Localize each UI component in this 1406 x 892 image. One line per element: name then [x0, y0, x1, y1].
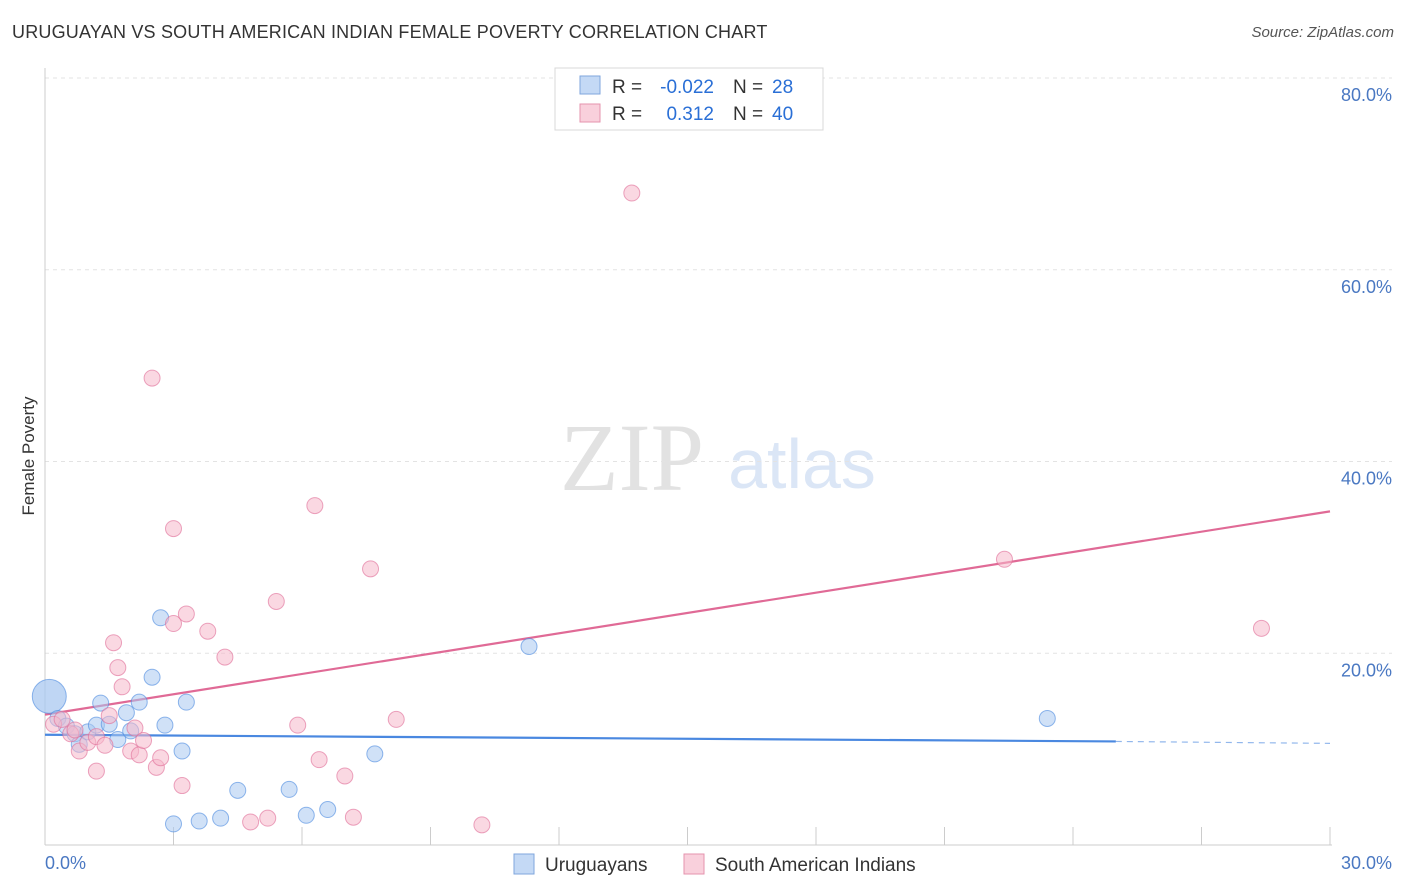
- point-uruguayans: [190, 812, 208, 830]
- point-south-american-indians: [66, 721, 84, 739]
- point-uruguayans: [229, 781, 247, 799]
- legend-r-value-1: -0.022: [660, 77, 714, 98]
- point-south-american-indians: [177, 605, 195, 623]
- point-south-american-indians: [344, 808, 362, 826]
- point-south-american-indians: [130, 746, 148, 764]
- point-south-american-indians: [267, 592, 285, 610]
- point-south-american-indians: [362, 560, 380, 578]
- x-tick-label-min: 0.0%: [45, 853, 86, 873]
- point-uruguayans: [366, 745, 384, 763]
- point-south-american-indians: [623, 184, 641, 202]
- point-uruguayans: [92, 694, 110, 712]
- legend-n-value-2: 40: [772, 104, 793, 125]
- x-ticks: [173, 827, 1331, 845]
- point-south-american-indians: [135, 731, 153, 749]
- point-uruguayans: [319, 801, 337, 819]
- y-tick-labels: 20.0% 40.0% 60.0% 80.0%: [1341, 85, 1392, 680]
- series-legend-swatch-south-american-indians: [683, 853, 705, 875]
- watermark-atlas: atlas: [728, 425, 876, 503]
- data-points: [31, 184, 1270, 834]
- y-tick-label: 40.0%: [1341, 469, 1392, 489]
- point-uruguayans: [130, 693, 148, 711]
- correlation-legend: R = -0.022 N = 28 R = 0.312 N = 40: [554, 67, 824, 131]
- point-uruguayans: [1038, 709, 1056, 727]
- trend-line-extension: [1115, 740, 1331, 744]
- point-south-american-indians: [87, 762, 105, 780]
- legend-n-label-2: N =: [733, 104, 763, 125]
- x-tick-label-max: 30.0%: [1341, 853, 1392, 873]
- y-tick-label: 60.0%: [1341, 277, 1392, 297]
- trend-line-south-american-indians: [44, 510, 1331, 716]
- legend-n-value-1: 28: [772, 77, 793, 98]
- trend-line-uruguayans: [44, 733, 1116, 743]
- point-uruguayans: [297, 806, 315, 824]
- point-south-american-indians: [173, 777, 191, 795]
- point-uruguayans: [156, 716, 174, 734]
- legend-n-label-1: N =: [733, 77, 763, 98]
- point-uruguayans: [143, 668, 161, 686]
- point-south-american-indians: [126, 719, 144, 737]
- y-tick-label: 20.0%: [1341, 660, 1392, 680]
- point-south-american-indians: [259, 809, 277, 827]
- series-legend-label-uruguayans: Uruguayans: [545, 855, 647, 876]
- series-legend-swatch-uruguayans: [513, 853, 535, 875]
- point-uruguayans: [280, 780, 298, 798]
- point-south-american-indians: [165, 615, 182, 633]
- point-south-american-indians: [105, 634, 123, 652]
- legend-r-value-2: 0.312: [666, 104, 714, 125]
- axes: [44, 68, 1332, 846]
- point-south-american-indians: [289, 716, 307, 734]
- trend-lines: [44, 510, 1331, 744]
- watermark-zip: ZIP: [560, 404, 704, 511]
- point-south-american-indians: [216, 648, 234, 666]
- point-south-american-indians: [995, 550, 1013, 568]
- point-south-american-indians: [1252, 619, 1270, 637]
- gridlines: [45, 77, 1392, 654]
- point-south-american-indians: [152, 749, 170, 767]
- point-south-american-indians: [473, 816, 491, 834]
- point-uruguayans: [117, 704, 135, 722]
- point-south-american-indians: [53, 710, 71, 728]
- point-south-american-indians: [109, 659, 127, 677]
- point-uruguayans: [173, 742, 191, 760]
- series-legend-label-south-american-indians: South American Indians: [715, 855, 916, 876]
- point-south-american-indians: [199, 622, 217, 640]
- point-uruguayans: [212, 809, 230, 827]
- point-south-american-indians: [165, 520, 182, 538]
- point-uruguayans: [31, 678, 67, 714]
- point-south-american-indians: [100, 707, 118, 725]
- point-south-american-indians: [336, 767, 354, 785]
- source-label: Source: ZipAtlas.com: [1251, 24, 1394, 41]
- series-legend: Uruguayans South American Indians: [513, 853, 916, 876]
- point-south-american-indians: [96, 736, 114, 754]
- point-uruguayans: [165, 815, 182, 833]
- point-south-american-indians: [306, 497, 324, 515]
- point-south-american-indians: [242, 813, 260, 831]
- point-uruguayans: [177, 693, 195, 711]
- legend-swatch-uruguayans: [579, 75, 601, 95]
- y-tick-label: 80.0%: [1341, 85, 1392, 105]
- legend-r-label-2: R =: [612, 104, 642, 125]
- point-south-american-indians: [310, 751, 328, 769]
- legend-swatch-south-american-indians: [579, 103, 601, 123]
- chart-title: URUGUAYAN VS SOUTH AMERICAN INDIAN FEMAL…: [12, 22, 768, 42]
- point-south-american-indians: [143, 369, 161, 387]
- point-uruguayans: [520, 638, 538, 656]
- y-axis-title: Female Poverty: [19, 396, 38, 516]
- legend-r-label-1: R =: [612, 77, 642, 98]
- point-south-american-indians: [387, 710, 405, 728]
- point-south-american-indians: [113, 678, 131, 696]
